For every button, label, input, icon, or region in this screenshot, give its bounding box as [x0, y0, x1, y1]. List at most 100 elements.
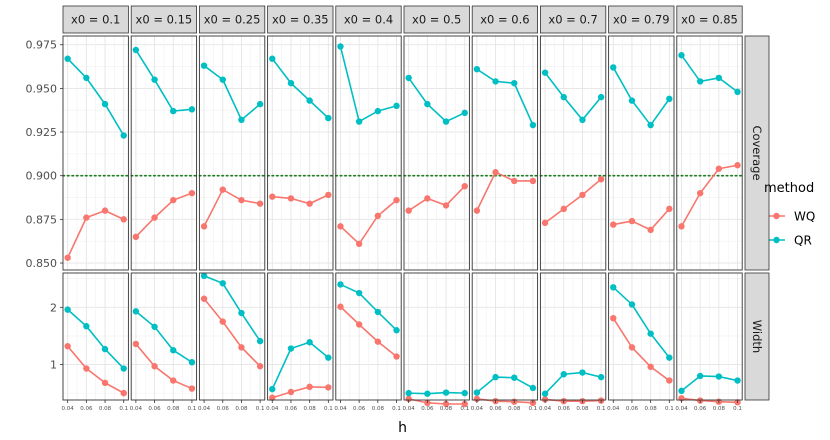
- x-tick-label: 0.04: [471, 406, 484, 412]
- panel-border: [335, 35, 402, 271]
- series-line-qr: [340, 283, 398, 331]
- data-point-qr: [269, 55, 276, 62]
- panel-border: [62, 272, 129, 401]
- data-point-qr: [219, 76, 226, 83]
- data-point-qr: [170, 347, 177, 354]
- data-point-wq: [374, 212, 382, 220]
- data-point-qr: [473, 65, 481, 73]
- series-line-qr: [67, 309, 125, 370]
- data-point-wq: [325, 384, 332, 391]
- data-point-qr: [101, 345, 109, 353]
- data-point-wq: [120, 389, 127, 397]
- series-line-wq: [613, 208, 670, 231]
- panel-border: [608, 272, 675, 401]
- data-point-wq: [83, 365, 90, 372]
- data-point-wq: [405, 395, 412, 403]
- data-point-qr: [405, 74, 412, 82]
- data-point-qr: [120, 365, 127, 372]
- data-point-qr: [647, 330, 654, 337]
- data-point-qr: [579, 116, 586, 124]
- series-line-qr: [203, 65, 261, 122]
- data-point-wq: [337, 223, 344, 230]
- x-tick-label: 0.1: [324, 406, 333, 412]
- series-line-wq: [612, 317, 670, 382]
- data-point-qr: [666, 95, 673, 103]
- data-point-qr: [287, 345, 295, 352]
- data-point-qr: [306, 97, 313, 104]
- series-line-wq: [476, 171, 533, 211]
- facet-strip-label: x0 = 0.79: [613, 13, 670, 27]
- series-line-qr: [544, 72, 602, 122]
- data-point-wq: [678, 223, 685, 230]
- data-point-qr: [541, 69, 549, 76]
- x-tick-label: 0.06: [148, 406, 161, 412]
- series-line-wq: [135, 343, 193, 390]
- series-line-wq: [203, 188, 261, 227]
- x-tick-label: 0.04: [130, 406, 143, 412]
- data-point-qr: [647, 121, 654, 129]
- data-point-wq: [579, 191, 586, 199]
- x-tick-label: 0.08: [440, 406, 453, 412]
- data-point-wq: [170, 196, 177, 204]
- data-point-qr: [715, 74, 723, 82]
- series-line-wq: [339, 306, 398, 358]
- series-line-qr: [476, 68, 534, 126]
- data-point-qr: [325, 354, 332, 361]
- facet-strip-label: x0 = 0.1: [71, 13, 120, 27]
- data-point-qr: [393, 102, 400, 110]
- panel-border: [471, 272, 539, 401]
- facet-strip: [676, 5, 743, 34]
- data-point-qr: [374, 107, 382, 115]
- data-point-wq: [256, 200, 264, 207]
- facet-strip: [540, 5, 607, 34]
- data-point-qr: [170, 107, 177, 115]
- data-point-qr: [219, 280, 226, 287]
- data-point-qr: [238, 116, 245, 124]
- data-point-qr: [188, 106, 196, 113]
- data-point-qr: [269, 385, 276, 393]
- data-point-wq: [287, 388, 295, 396]
- data-point-wq: [101, 379, 109, 387]
- data-point-qr: [541, 390, 549, 397]
- data-point-wq: [238, 196, 245, 204]
- facet-strip-label: x0 = 0.4: [344, 13, 393, 27]
- data-point-wq: [529, 177, 537, 185]
- series-line-qr: [271, 341, 329, 390]
- y-tick-label: 0.975: [26, 39, 58, 52]
- panel-border: [335, 272, 402, 401]
- x-tick-label: 0.04: [266, 406, 279, 412]
- data-point-qr: [200, 272, 208, 280]
- series-line-wq: [67, 345, 125, 394]
- data-point-wq: [393, 196, 400, 204]
- data-point-wq: [325, 191, 332, 199]
- series-line-qr: [408, 77, 466, 123]
- data-point-wq: [151, 363, 158, 370]
- data-point-wq: [461, 182, 468, 190]
- data-point-qr: [492, 78, 499, 85]
- y-tick-label: 0.950: [26, 82, 58, 95]
- data-point-qr: [529, 384, 537, 392]
- data-point-qr: [238, 309, 245, 317]
- panel-border: [471, 35, 539, 271]
- series-line-qr: [612, 286, 670, 359]
- data-point-wq: [101, 207, 109, 214]
- data-point-qr: [306, 339, 313, 346]
- series-line-qr: [339, 46, 397, 123]
- panel-border: [539, 272, 607, 401]
- series-line-wq: [544, 178, 602, 224]
- legend-title: method: [764, 181, 814, 196]
- series-line-wq: [66, 209, 125, 259]
- data-point-wq: [269, 193, 276, 200]
- data-point-qr: [424, 100, 431, 108]
- x-tick-label: 0.1: [529, 406, 538, 412]
- row-strip-label: Coverage: [750, 125, 764, 180]
- data-point-wq: [132, 233, 140, 241]
- data-point-qr: [188, 359, 196, 366]
- x-tick-label: 0.08: [645, 406, 658, 412]
- data-point-wq: [306, 200, 313, 207]
- data-point-qr: [610, 284, 617, 291]
- data-point-wq: [219, 318, 226, 325]
- series-line-qr: [544, 371, 602, 395]
- facet-strip-label: x0 = 0.85: [681, 13, 738, 27]
- x-tick-label: 0.04: [607, 406, 620, 412]
